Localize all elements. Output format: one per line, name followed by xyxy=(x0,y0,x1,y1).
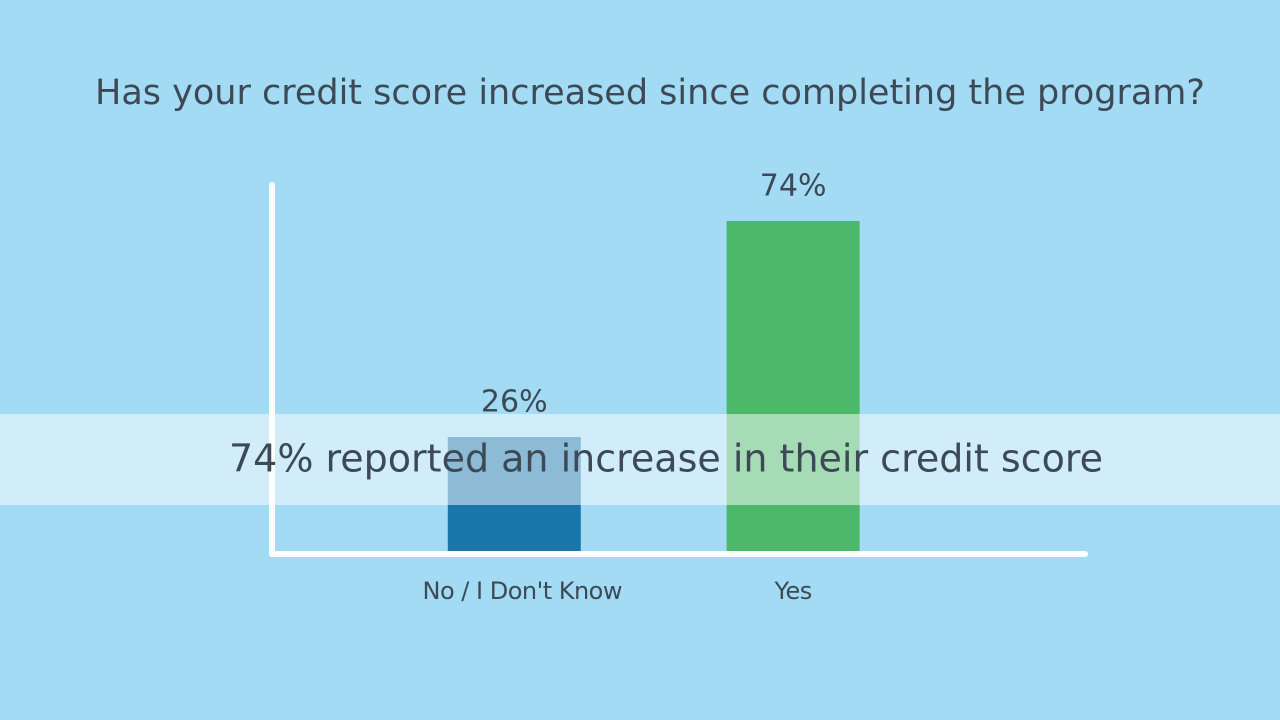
data-label: 74% xyxy=(760,169,827,204)
annotation: 74% reported an increase in their credit… xyxy=(229,437,1103,481)
data-label: 26% xyxy=(481,385,548,420)
x-tick-label: No / I Don't Know xyxy=(423,577,622,605)
chart-title: Has your credit score increased since co… xyxy=(95,73,1205,113)
x-tick-label: Yes xyxy=(774,577,812,605)
banner xyxy=(0,414,1280,505)
